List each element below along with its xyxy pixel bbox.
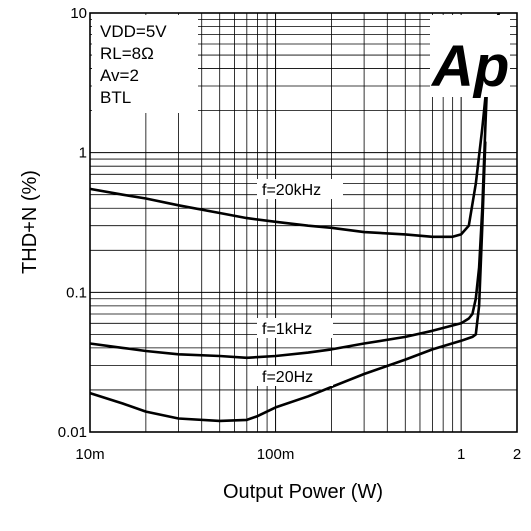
curve-20hz [89,141,487,423]
label-bg-1khz [257,318,333,338]
series-label-20khz: f=20kHz [262,182,321,199]
label-bg-20hz [257,366,333,386]
curve-20khz [89,12,501,239]
conditions-box [92,15,198,113]
condition-av: Av=2 [100,66,139,85]
x-tick-label: 1 [457,446,465,463]
curve-1khz [89,54,490,360]
tick-labels: 10m 100m 1 2 0.01 0.1 1 10 [58,5,521,463]
x-tick-label: 10m [75,446,104,463]
x-tick-label: 100m [257,446,295,463]
curves [89,12,501,423]
x-tick-label: 2 [513,446,521,463]
series-label-20hz: f=20Hz [262,369,313,386]
logo-backdrop [430,15,510,97]
y-tick-label: 10 [70,5,87,22]
condition-mode: BTL [100,88,131,107]
condition-rl: RL=8Ω [100,44,154,63]
y-tick-label: 0.01 [58,424,87,441]
x-axis-label: Output Power (W) [223,481,383,503]
series-label-1khz: f=1kHz [262,321,312,338]
plot-frame [89,12,518,433]
y-tick-label: 1 [79,145,87,162]
condition-vdd: VDD=5V [100,22,167,41]
label-bg-20khz [257,179,343,199]
ap-logo: Ap [430,34,509,99]
y-tick-label: 0.1 [66,284,87,301]
y-axis-label: THD+N (%) [19,170,41,274]
